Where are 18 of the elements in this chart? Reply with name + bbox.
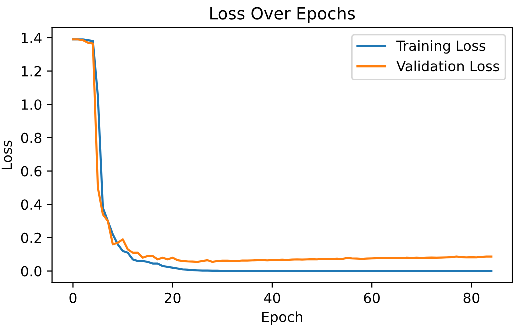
y-tick-label: 1.0 (22, 100, 42, 110)
y-tick-label: 1.4 (22, 33, 42, 44)
x-tick-label: 0 (70, 292, 77, 304)
y-tick-label: 0.6 (21, 166, 42, 177)
y-axis-title: Loss (2, 140, 12, 170)
x-tick-label: 40 (264, 292, 280, 304)
legend-label: Training Loss (396, 40, 486, 54)
y-tick-label: 0.0 (21, 266, 42, 277)
x-axis-title: Epoch (262, 312, 303, 326)
y-tick-label: 0.4 (21, 200, 42, 210)
chart-title: Loss Over Epochs (210, 6, 356, 24)
x-tick-label: 80 (464, 292, 480, 304)
legend-label: Validation Loss (396, 60, 500, 72)
y-tick-label: 0.8 (21, 132, 42, 144)
y-tick-label: 0.2 (21, 232, 42, 244)
x-tick-label: 60 (364, 292, 380, 304)
y-tick-label: 1.2 (22, 66, 42, 77)
x-tick-label: 20 (165, 292, 181, 304)
